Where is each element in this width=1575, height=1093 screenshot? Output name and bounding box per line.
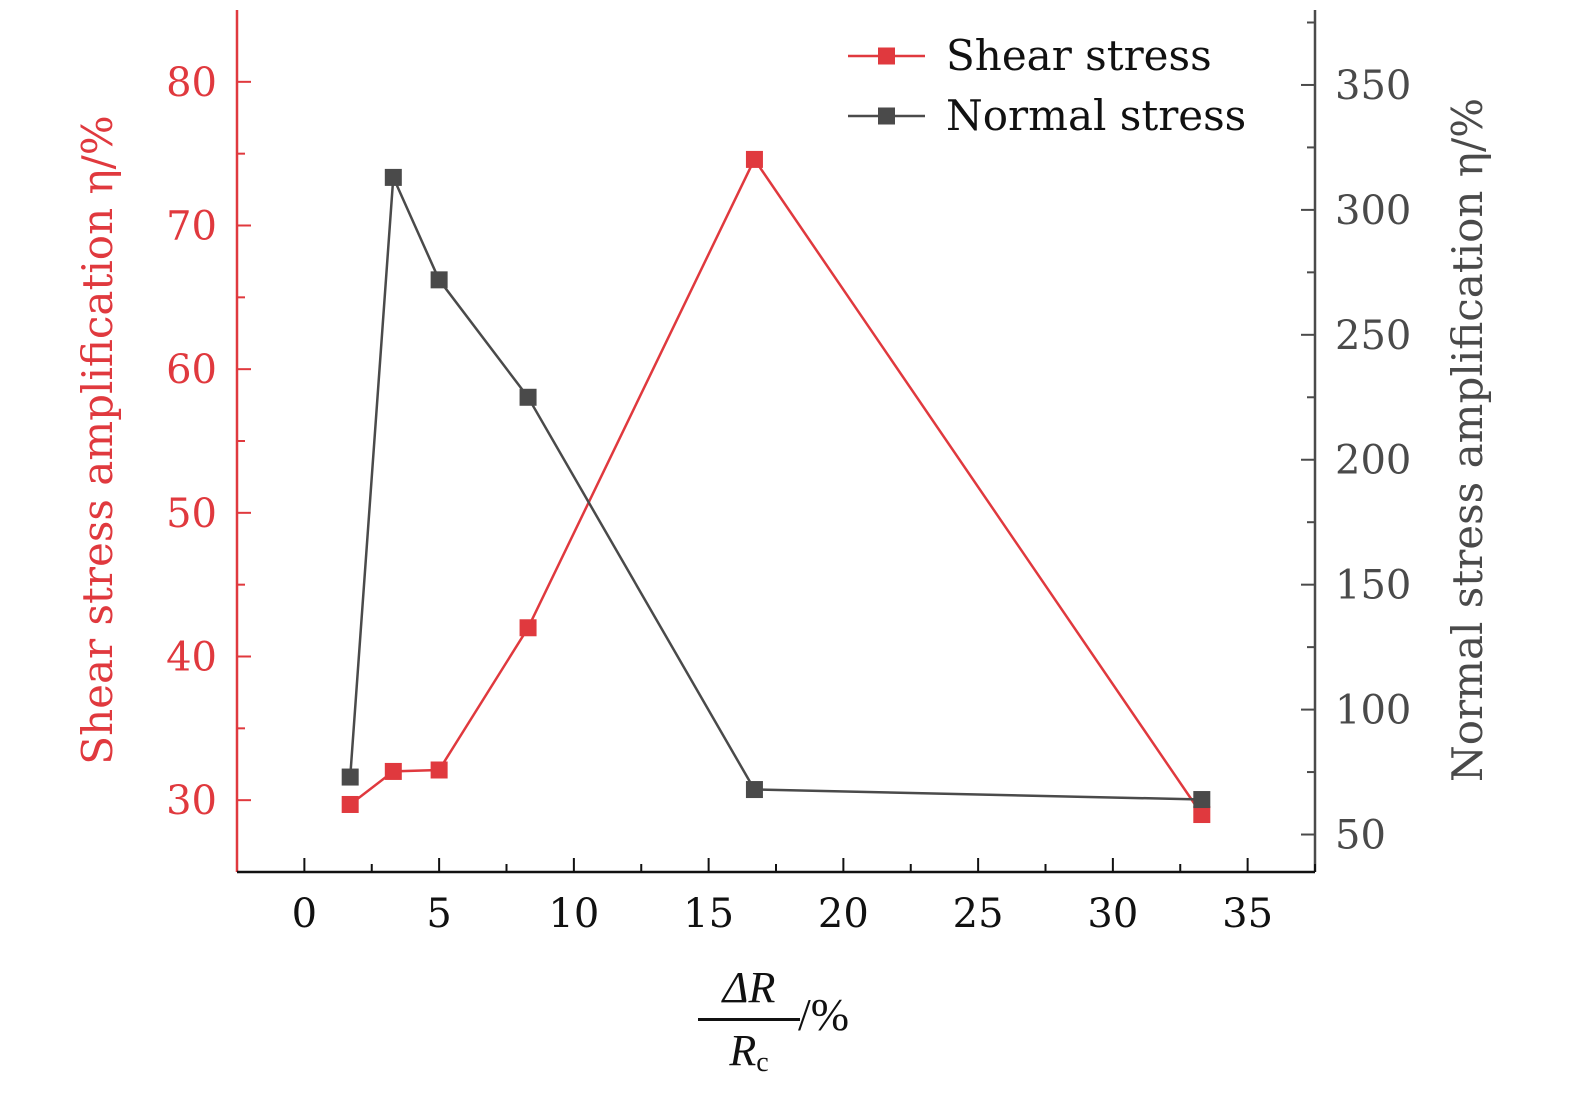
x-tick-label: 0: [292, 891, 317, 937]
left-tick-label: 50: [166, 491, 217, 537]
data-point: [384, 762, 402, 780]
x-axis-unit: /%: [798, 989, 850, 1040]
right-tick-label: 250: [1335, 313, 1411, 359]
legend-label: Normal stress: [946, 91, 1246, 140]
left-tick-label: 70: [166, 204, 217, 250]
left-axis-label: Shear stress amplification η/%: [73, 115, 122, 764]
data-point: [519, 388, 537, 406]
left-tick-label: 80: [166, 60, 217, 106]
x-axis-denominator-sub: c: [756, 1047, 769, 1078]
legend-label: Shear stress: [946, 31, 1212, 80]
series-line: [348, 176, 1202, 801]
data-point: [384, 168, 402, 186]
x-tick-label: 25: [953, 891, 1004, 937]
x-axis-denominator-main: R: [729, 1026, 757, 1075]
x-axis-label: ΔR Rc /%: [680, 960, 900, 1080]
left-tick-label: 30: [166, 778, 217, 824]
series-line: [349, 156, 1203, 816]
left-tick-label: 40: [166, 635, 217, 681]
x-tick-label: 35: [1222, 891, 1273, 937]
legend: Shear stress Normal stress: [848, 31, 1246, 140]
x-axis-fraction: ΔR Rc: [694, 960, 804, 1091]
right-tick-label: 50: [1335, 813, 1386, 859]
right-tick-label: 350: [1335, 63, 1411, 109]
data-point: [341, 795, 359, 813]
series-shear-stress: [341, 150, 1211, 824]
x-axis-numerator: ΔR: [722, 963, 776, 1012]
x-tick-label: 15: [683, 891, 734, 937]
left-tick-label: 60: [166, 347, 217, 393]
x-tick-label: 30: [1087, 891, 1138, 937]
series-layer: [341, 150, 1211, 824]
legend-item: Shear stress: [848, 31, 1212, 80]
x-tick-label: 20: [818, 891, 869, 937]
data-point: [430, 761, 448, 779]
data-point: [1193, 806, 1211, 824]
data-point: [341, 768, 359, 786]
right-tick-label: 300: [1335, 188, 1411, 234]
data-point: [1193, 791, 1211, 809]
x-axis-ticks: 0 5 10 15 20 25 30 35: [292, 858, 1316, 937]
right-tick-label: 100: [1335, 688, 1411, 734]
legend-marker: [878, 107, 895, 125]
fraction-bar: [698, 1018, 800, 1021]
legend-item: Normal stress: [848, 91, 1246, 140]
data-point: [745, 150, 763, 168]
data-point: [745, 781, 763, 799]
left-axis-ticks: 30 40 50 60 70 80: [166, 60, 251, 824]
x-axis-denominator: Rc: [694, 1023, 804, 1091]
data-point: [430, 271, 448, 289]
x-tick-label: 5: [426, 891, 451, 937]
right-axis-label: Normal stress amplification η/%: [1443, 98, 1492, 782]
right-tick-label: 200: [1335, 438, 1411, 484]
legend-marker: [878, 47, 895, 65]
series-normal-stress: [341, 168, 1211, 809]
data-point: [519, 619, 537, 637]
x-tick-label: 10: [548, 891, 599, 937]
right-axis-ticks: 50 100 150 200 250 300 350: [1301, 21, 1411, 859]
right-tick-label: 150: [1335, 563, 1411, 609]
